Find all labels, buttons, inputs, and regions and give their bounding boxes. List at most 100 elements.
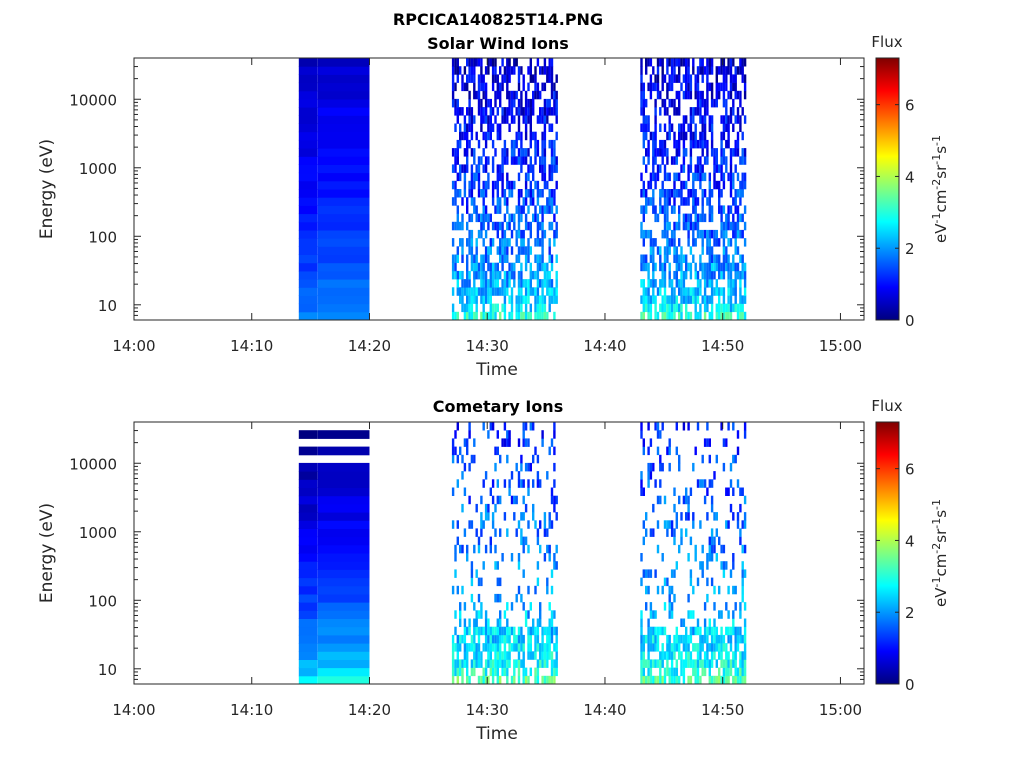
flux-cell xyxy=(656,659,660,668)
flux-cell xyxy=(491,626,495,636)
flux-cell xyxy=(317,651,370,660)
flux-cell xyxy=(546,651,549,660)
flux-cell xyxy=(680,197,683,206)
flux-cell xyxy=(734,238,737,247)
flux-cell xyxy=(708,82,711,92)
flux-cell xyxy=(736,667,740,677)
flux-cell xyxy=(555,74,558,83)
y-tick-label: 10 xyxy=(98,297,117,315)
flux-cell xyxy=(553,422,556,431)
flux-cell xyxy=(734,148,737,157)
flux-cell xyxy=(652,66,655,75)
flux-cell xyxy=(477,626,481,636)
flux-cell xyxy=(722,156,726,165)
flux-cell xyxy=(501,107,504,116)
flux-cell xyxy=(451,634,455,644)
y-tick-label: 10 xyxy=(98,661,117,679)
flux-cell xyxy=(517,438,521,447)
flux-cell xyxy=(480,520,483,529)
flux-cell xyxy=(477,156,481,165)
flux-cell xyxy=(513,262,516,272)
flux-cell xyxy=(555,164,558,173)
flux-cell xyxy=(729,287,733,296)
flux-cell xyxy=(527,626,530,636)
flux-cell xyxy=(524,246,528,255)
flux-cell xyxy=(513,626,516,636)
flux-cell xyxy=(522,438,525,447)
flux-cell xyxy=(739,98,742,108)
flux-cell xyxy=(543,270,547,280)
flux-cell xyxy=(534,90,537,100)
flux-cell xyxy=(649,246,653,255)
panel-title: Solar Wind Ions xyxy=(427,34,569,53)
flux-cell xyxy=(451,262,455,272)
flux-cell xyxy=(298,659,318,669)
flux-cell xyxy=(659,148,662,157)
flux-cell xyxy=(736,246,740,255)
flux-cell xyxy=(739,287,742,296)
flux-cell xyxy=(725,221,728,231)
flux-cell xyxy=(647,675,650,685)
flux-cell xyxy=(534,139,537,149)
flux-cell xyxy=(654,262,657,272)
flux-cell xyxy=(673,634,676,644)
flux-cell xyxy=(553,610,556,619)
flux-cell xyxy=(741,295,744,304)
flux-cell xyxy=(708,667,711,677)
flux-cell xyxy=(685,295,688,304)
flux-cell xyxy=(675,270,678,280)
flux-cell xyxy=(656,311,660,321)
flux-cell xyxy=(734,659,737,668)
flux-cell xyxy=(541,626,544,636)
flux-cell xyxy=(736,148,740,157)
flux-cell xyxy=(494,262,497,272)
flux-cell xyxy=(546,311,549,321)
flux-cell xyxy=(555,90,558,100)
flux-cell xyxy=(699,626,702,636)
flux-cell xyxy=(506,180,509,190)
flux-cell xyxy=(722,544,726,554)
flux-cell xyxy=(522,246,525,255)
flux-cell xyxy=(692,659,695,668)
flux-cell xyxy=(743,172,747,182)
flux-cell xyxy=(496,205,499,214)
flux-cell xyxy=(555,98,558,108)
flux-cell xyxy=(317,74,370,84)
flux-cell xyxy=(534,626,537,636)
flux-cell xyxy=(640,675,643,685)
flux-cell xyxy=(715,303,718,313)
flux-cell xyxy=(661,189,664,198)
flux-cell xyxy=(477,536,481,546)
flux-cell xyxy=(718,164,721,173)
flux-cell xyxy=(696,626,700,636)
flux-cell xyxy=(718,634,721,644)
flux-cell xyxy=(710,246,714,255)
flux-cell xyxy=(729,626,733,636)
flux-cell xyxy=(699,98,702,108)
flux-cell xyxy=(553,139,556,149)
flux-cell xyxy=(484,503,488,513)
flux-cell xyxy=(652,156,655,165)
flux-cell xyxy=(532,107,535,116)
flux-cell xyxy=(539,479,542,488)
flux-cell xyxy=(703,287,707,296)
flux-cell xyxy=(466,156,469,165)
flux-cell xyxy=(652,172,655,182)
flux-cell xyxy=(543,279,547,288)
flux-cell xyxy=(317,667,370,677)
flux-cell xyxy=(456,98,459,108)
flux-cell xyxy=(640,430,643,439)
flux-cell xyxy=(720,115,723,124)
flux-cell xyxy=(741,148,744,157)
flux-cell xyxy=(710,270,714,280)
flux-cell xyxy=(715,90,718,100)
flux-cell xyxy=(539,602,542,611)
flux-cell xyxy=(550,626,554,636)
flux-cell xyxy=(484,131,488,141)
flux-cell xyxy=(666,577,669,587)
flux-cell xyxy=(743,430,747,439)
flux-cell xyxy=(687,229,690,239)
flux-cell xyxy=(510,626,514,636)
flux-cell xyxy=(708,229,711,239)
flux-cell xyxy=(463,131,467,141)
